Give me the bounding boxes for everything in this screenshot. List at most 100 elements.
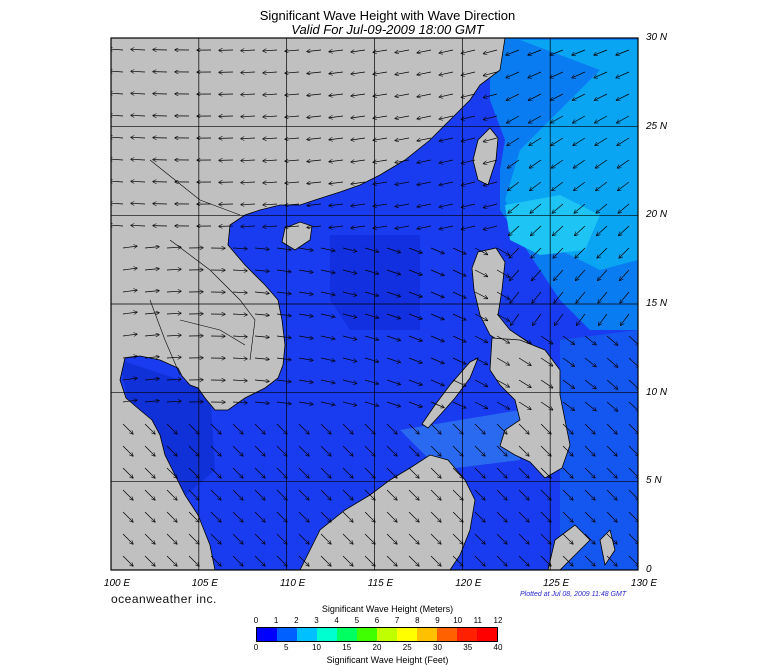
wave-direction-arrow — [577, 313, 586, 325]
wave-direction-arrow — [364, 445, 375, 456]
wave-direction-arrow — [572, 93, 586, 100]
wave-direction-arrow — [518, 489, 529, 500]
meter-tick-label: 8 — [415, 616, 420, 625]
colorbar-segment — [357, 628, 378, 641]
wave-direction-arrow — [408, 423, 419, 434]
wave-direction-arrow — [511, 313, 520, 325]
meter-tick-label: 11 — [473, 616, 482, 625]
wave-direction-arrow — [386, 445, 397, 456]
wave-direction-arrow — [452, 291, 466, 298]
wave-direction-arrow — [329, 226, 344, 228]
wave-direction-arrow — [342, 247, 357, 251]
wave-direction-arrow — [276, 533, 287, 544]
wave-direction-arrow — [276, 380, 291, 382]
map-subtitle: Valid For Jul-09-2009 18:00 GMT — [291, 22, 484, 37]
wave-direction-arrow — [395, 225, 410, 229]
wave-direction-arrow — [232, 467, 243, 478]
wave-direction-arrow — [131, 225, 146, 226]
wave-direction-arrow — [474, 291, 487, 298]
wave-direction-arrow — [122, 246, 137, 248]
meter-tick-label: 10 — [453, 616, 463, 625]
wave-direction-arrow — [342, 401, 357, 405]
meter-tick-label: 5 — [354, 616, 360, 625]
wave-direction-arrow — [276, 270, 291, 272]
wave-direction-arrow — [452, 401, 466, 408]
wave-direction-arrow — [144, 247, 159, 248]
meter-tick-label: 12 — [493, 616, 503, 625]
wave-direction-arrow — [584, 423, 595, 434]
wave-direction-arrow — [518, 401, 531, 409]
wave-direction-arrow — [573, 115, 586, 123]
wave-direction-arrow — [276, 511, 287, 522]
wave-direction-arrow — [496, 247, 509, 255]
wave-direction-arrow — [320, 291, 335, 295]
wave-direction-arrow — [628, 445, 638, 456]
wave-direction-arrow — [276, 445, 287, 456]
wave-direction-arrow — [483, 137, 498, 142]
wave-direction-arrow — [562, 357, 574, 366]
wave-direction-arrow — [263, 182, 278, 183]
wave-direction-arrow — [584, 511, 595, 522]
wave-direction-arrow — [553, 225, 564, 235]
wave-direction-arrow — [550, 49, 564, 55]
wave-direction-arrow — [606, 511, 617, 522]
wave-direction-arrow — [452, 555, 463, 566]
longitude-label: 105 E — [191, 578, 218, 589]
latitude-label: 20 N — [646, 209, 668, 221]
wave-direction-arrow — [241, 226, 256, 227]
wave-direction-arrow — [439, 49, 454, 53]
wave-direction-arrow — [417, 203, 432, 207]
wave-direction-arrow — [452, 269, 466, 276]
wave-direction-arrow — [562, 335, 574, 344]
wave-direction-arrow — [351, 94, 366, 96]
wave-direction-arrow — [552, 203, 564, 213]
wave-direction-arrow — [461, 137, 476, 141]
feet-tick-label: 5 — [284, 643, 289, 652]
wave-direction-arrow — [320, 489, 331, 500]
wave-direction-arrow — [474, 467, 485, 478]
wave-direction-arrow — [351, 50, 366, 52]
wave-direction-arrow — [373, 204, 388, 206]
wave-direction-arrow — [188, 511, 199, 522]
wave-direction-arrow — [122, 268, 137, 270]
colorbar-segment — [277, 628, 298, 641]
wave-direction-arrow — [386, 511, 397, 522]
wave-direction-arrow — [210, 467, 221, 478]
wave-direction-arrow — [552, 181, 564, 190]
wave-direction-arrow — [210, 423, 221, 434]
wave-direction-arrow — [532, 291, 542, 303]
wave-direction-arrow — [508, 181, 520, 190]
wave-direction-arrow — [576, 269, 586, 280]
wave-direction-arrow — [417, 49, 432, 53]
wave-direction-arrow — [373, 226, 388, 228]
wave-direction-arrow — [232, 402, 247, 403]
longitude-label: 110 E — [279, 578, 306, 589]
wave-direction-arrow — [509, 225, 520, 235]
wave-direction-arrow — [518, 379, 531, 387]
wave-direction-arrow — [483, 159, 498, 164]
wave-direction-arrow — [562, 423, 573, 434]
wave-direction-arrow — [241, 94, 256, 95]
wave-direction-arrow — [584, 335, 596, 345]
wave-direction-arrow — [241, 160, 256, 161]
wave-direction-arrow — [551, 159, 564, 168]
wave-direction-arrow — [285, 226, 300, 227]
wave-direction-arrow — [298, 313, 313, 316]
land-halmahera — [599, 529, 616, 567]
wave-direction-arrow — [496, 533, 507, 544]
wave-direction-arrow — [562, 445, 573, 456]
wave-direction-arrow — [166, 357, 181, 358]
wave-direction-arrow — [188, 467, 199, 478]
wave-direction-arrow — [628, 467, 638, 478]
colorbar-segment — [457, 628, 478, 641]
wave-direction-arrow — [342, 269, 357, 273]
wave-direction-arrow — [483, 93, 498, 98]
wave-direction-arrow — [483, 181, 498, 186]
wave-direction-arrow — [430, 467, 441, 478]
longitude-label: 120 E — [455, 578, 482, 589]
wave-direction-arrow — [430, 533, 441, 544]
wave-direction-arrow — [616, 49, 630, 55]
wave-direction-arrow — [298, 555, 309, 566]
wave-direction-arrow — [408, 291, 422, 297]
